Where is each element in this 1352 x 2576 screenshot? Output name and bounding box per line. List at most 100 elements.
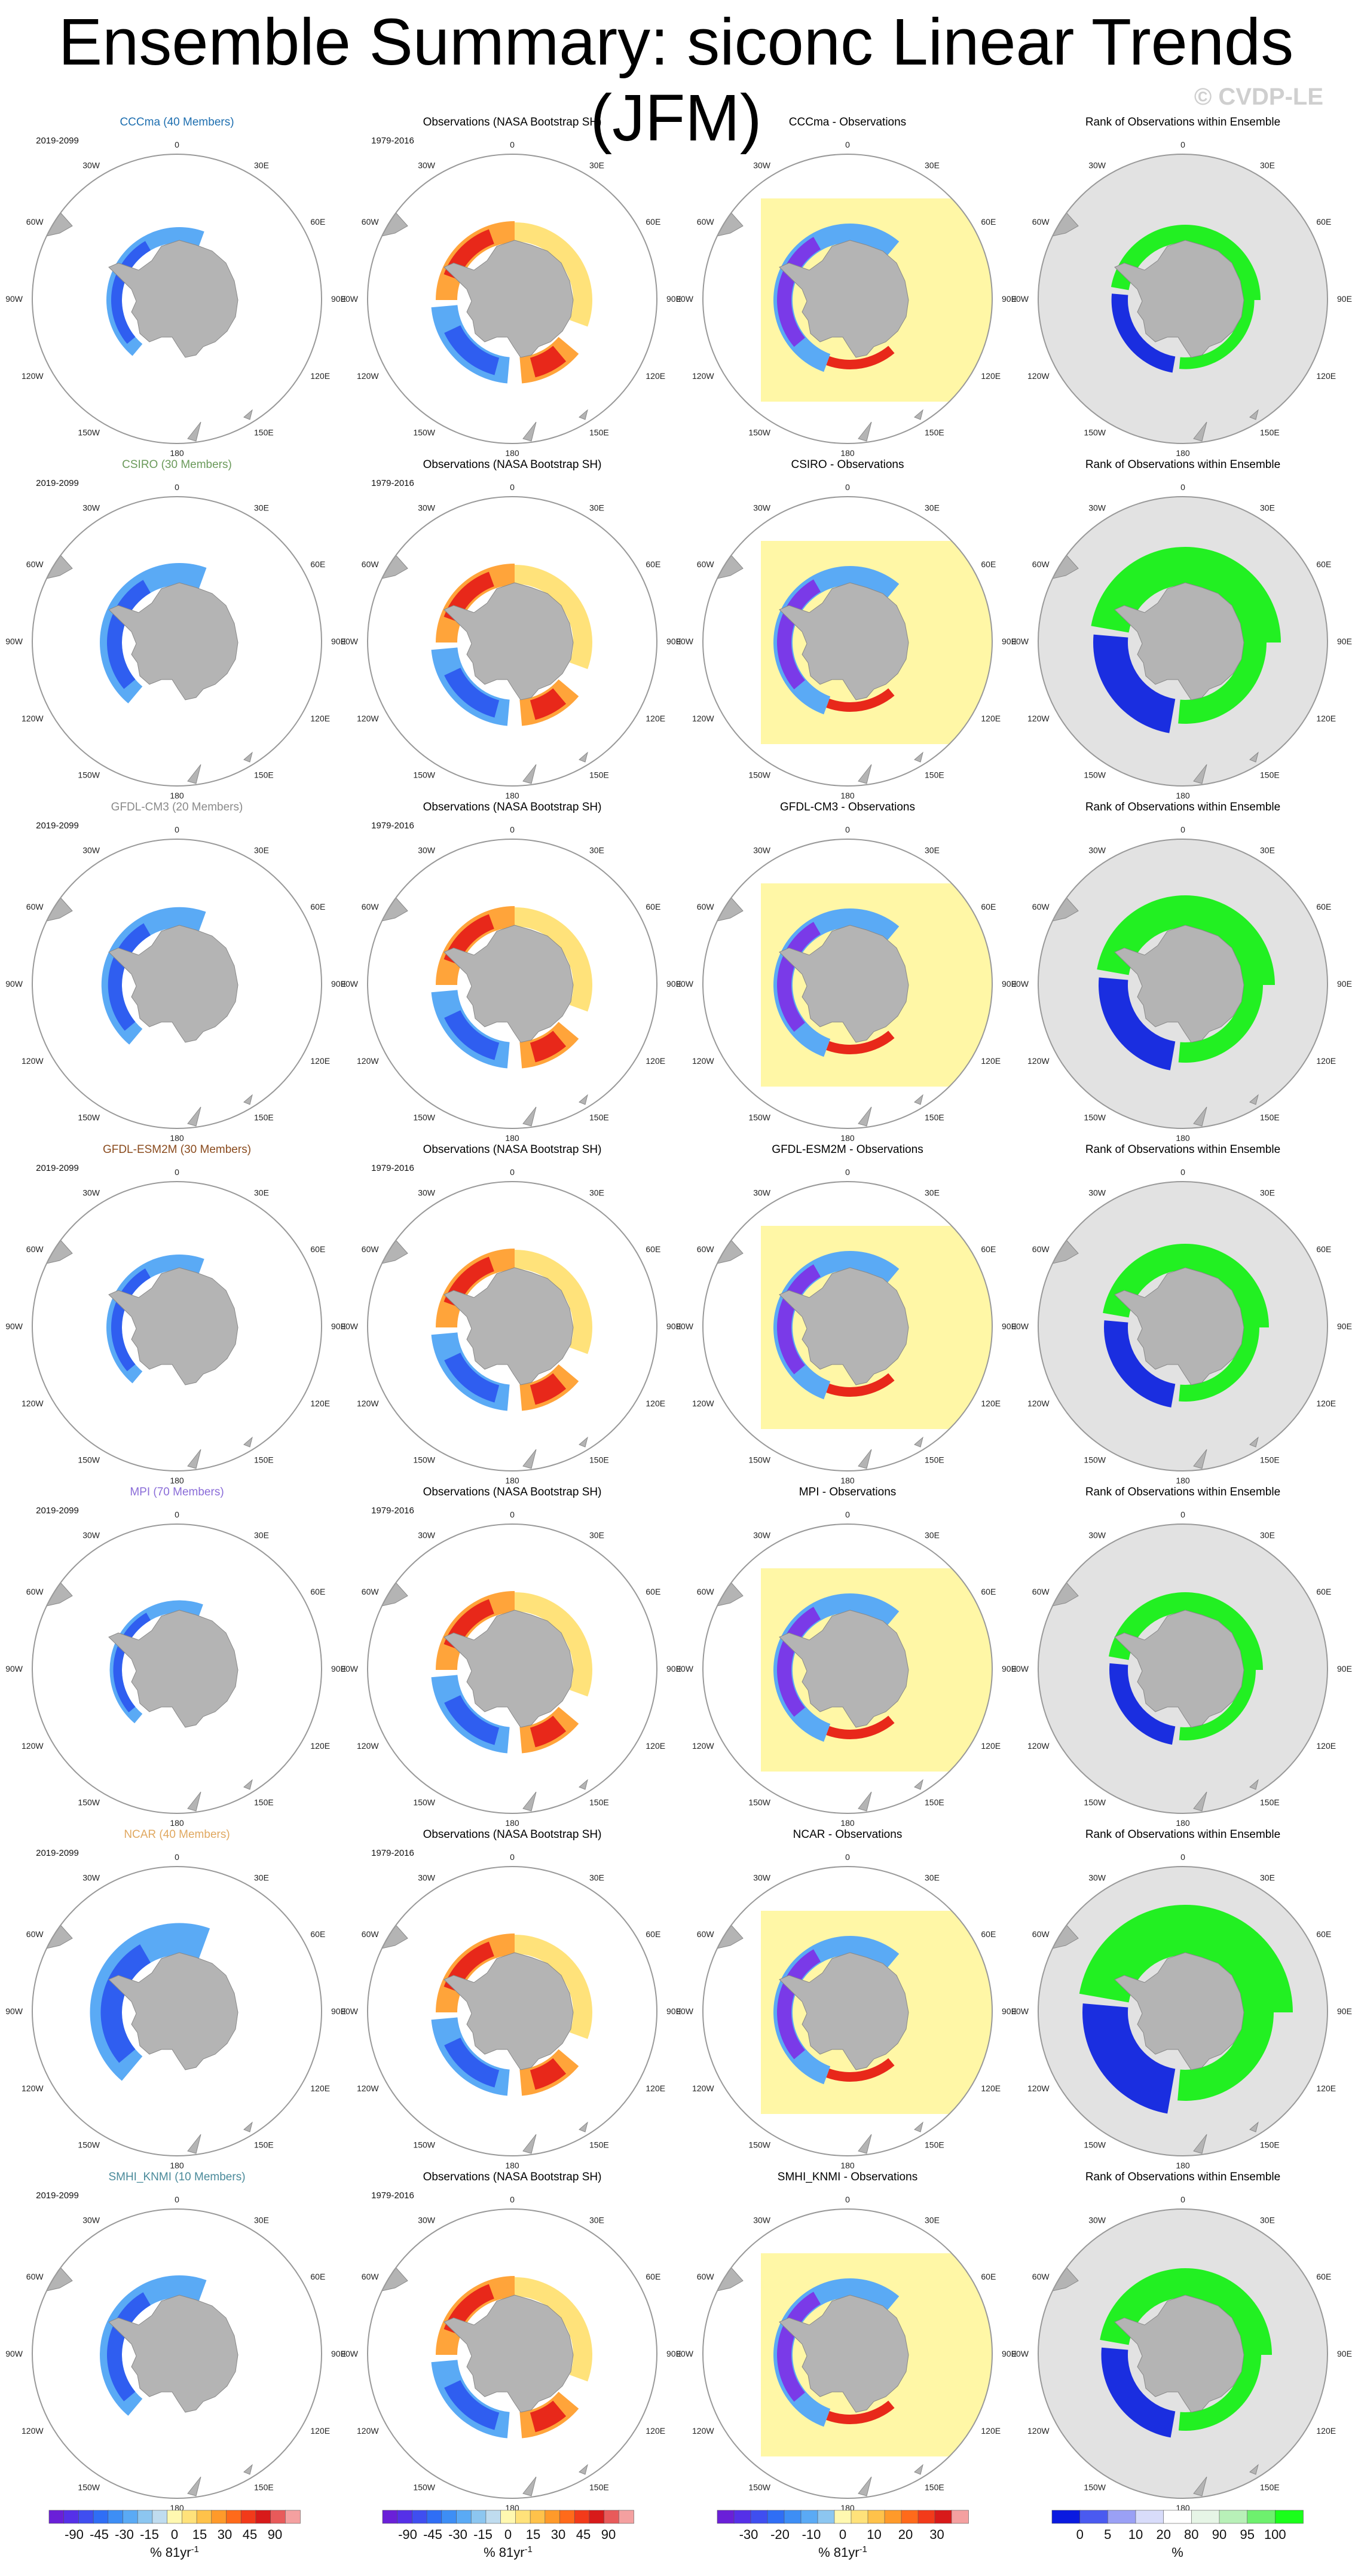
lon-tick-label: 90W (341, 979, 359, 989)
rank-ring (1100, 2268, 1272, 2355)
map-panel: 0 30E 60E 90E 120E 150E 180 150W 120W 90W 60W 30W CC… (5, 116, 346, 458)
colorbar-unit: % 81yr-1 (818, 2544, 867, 2560)
lon-tick-label: 150W (413, 2482, 435, 2492)
rank-title: Rank of Observations within Ensemble (1085, 1828, 1280, 1841)
lon-tick-label: 150E (925, 2140, 944, 2149)
period-label: 2019-2099 (36, 2190, 79, 2201)
lon-tick-label: 150W (748, 770, 770, 779)
lon-tick-label: 90W (341, 2006, 359, 2016)
lon-tick-label: 60E (981, 1587, 996, 1596)
map-frame (702, 154, 993, 444)
lon-tick-label: 60W (26, 1244, 44, 1254)
colorbar-swatch (196, 2510, 212, 2524)
lon-tick-label: 30W (82, 161, 100, 170)
new-zealand-landmass (187, 1449, 201, 1469)
period-label: 2019-2099 (36, 136, 79, 146)
rank-title: Rank of Observations within Ensemble (1085, 2171, 1280, 2183)
tasmania-landmass (914, 1436, 923, 1448)
lon-tick-label: 0 (845, 140, 850, 149)
period-label: 2019-2099 (36, 478, 79, 488)
map-frame (367, 839, 657, 1129)
period-label: 1979-2016 (371, 1163, 414, 1173)
period-label: 2019-2099 (36, 1506, 79, 1516)
lon-tick-label: 0 (845, 1852, 850, 1862)
antarctica-landmass (443, 1610, 574, 1728)
new-zealand-landmass (858, 1106, 872, 1127)
lon-tick-label: 90E (1002, 979, 1017, 989)
lon-tick-label: 0 (1180, 2195, 1185, 2204)
lon-tick-label: 150W (78, 427, 100, 437)
map-frame (1038, 1866, 1328, 2156)
colorbar-tick-label: 15 (192, 2527, 207, 2542)
colorbar-trend: -90 -45 -30 -15 0 15 30 45 90 % 81yr-1 (48, 2510, 301, 2560)
lon-tick-label: 60E (646, 559, 660, 569)
lon-tick-label: 60W (1032, 1587, 1050, 1596)
lon-tick-label: 60E (981, 2272, 996, 2281)
map-frame (1038, 1181, 1328, 1471)
lon-tick-label: 150E (589, 1112, 609, 1122)
lon-tick-label: 180 (170, 1476, 184, 1485)
lon-tick-label: 60W (362, 559, 380, 569)
lon-tick-label: 30W (82, 846, 100, 855)
lon-tick-label: 120E (310, 1741, 330, 1751)
antarctica-landmass (443, 1952, 574, 2070)
lon-tick-label: 30E (589, 1188, 604, 1198)
colorbar-tick-label: 45 (243, 2527, 257, 2542)
lon-tick-label: 30E (925, 1873, 940, 1883)
colorbar-swatch (1247, 2510, 1276, 2524)
diff-title: MPI - Observations (799, 1486, 897, 1498)
lon-tick-label: 90E (1002, 1321, 1017, 1331)
lon-tick-label: 30E (1260, 2216, 1275, 2225)
tasmania-landmass (914, 751, 923, 763)
lon-tick-label: 30E (1260, 1188, 1275, 1198)
colorbar-tick-label: 90 (601, 2527, 616, 2542)
map-frame (702, 496, 993, 787)
lon-tick-label: 30W (1088, 503, 1106, 513)
lon-tick-label: 180 (505, 791, 519, 800)
map-frame (367, 496, 657, 787)
map-frame (1038, 1523, 1328, 1814)
lon-tick-label: 120E (981, 371, 1001, 381)
lon-tick-label: 120W (22, 714, 44, 723)
rank-ring (1109, 1663, 1176, 1745)
lon-tick-label: 0 (845, 482, 850, 492)
colorbar-swatch (397, 2510, 413, 2524)
lon-tick-label: 60E (646, 1244, 660, 1254)
lon-tick-label: 90E (666, 979, 681, 989)
colorbar-swatch (619, 2510, 634, 2524)
colorbar-swatch (917, 2510, 935, 2524)
lon-tick-label: 120E (1316, 714, 1336, 723)
obs-ring (444, 668, 500, 718)
obs-ring (515, 907, 593, 1012)
antarctica-landmass (1114, 1267, 1244, 1385)
new-zealand-landmass (187, 2476, 201, 2497)
model-title: CCCma (40 Members) (120, 116, 234, 129)
colorbar-tick-label: 100 (1264, 2527, 1286, 2542)
lon-tick-label: 180 (170, 2161, 184, 2170)
lon-tick-label: 120W (1027, 1399, 1050, 1408)
lon-tick-label: 90W (5, 2006, 23, 2016)
colorbar-swatch (800, 2510, 818, 2524)
lon-tick-label: 60E (981, 1929, 996, 1939)
obs-ring (436, 1591, 515, 1670)
lon-tick-label: 0 (1180, 1167, 1185, 1177)
lon-tick-label: 120E (981, 714, 1001, 723)
map-panel: 0 30E 60E 90E 120E 150E 180 150W 120W 90W 60W 30W Ob… (341, 1828, 681, 2170)
rank-ring (1179, 1670, 1256, 1740)
lon-tick-label: 30W (753, 2216, 771, 2225)
rank-ring (1179, 300, 1255, 369)
lon-tick-label: 60E (1316, 2272, 1331, 2281)
colorbar-swatch (226, 2510, 242, 2524)
rank-ring (1178, 985, 1263, 1063)
map-panel: 0 30E 60E 90E 120E 150E 180 150W 120W 90W 60W 30W Ob… (341, 1143, 681, 1485)
colorbar-swatch (270, 2510, 286, 2524)
rank-ring (1082, 2003, 1176, 2114)
lon-tick-label: 60E (310, 1929, 325, 1939)
colorbar-swatch (500, 2510, 516, 2524)
lon-tick-label: 120W (357, 714, 379, 723)
lon-tick-label: 0 (1180, 482, 1185, 492)
tasmania-landmass (1249, 1436, 1259, 1448)
diff-ring (826, 688, 895, 712)
lon-tick-label: 150W (1084, 1455, 1106, 1464)
map-frame (1038, 496, 1328, 787)
